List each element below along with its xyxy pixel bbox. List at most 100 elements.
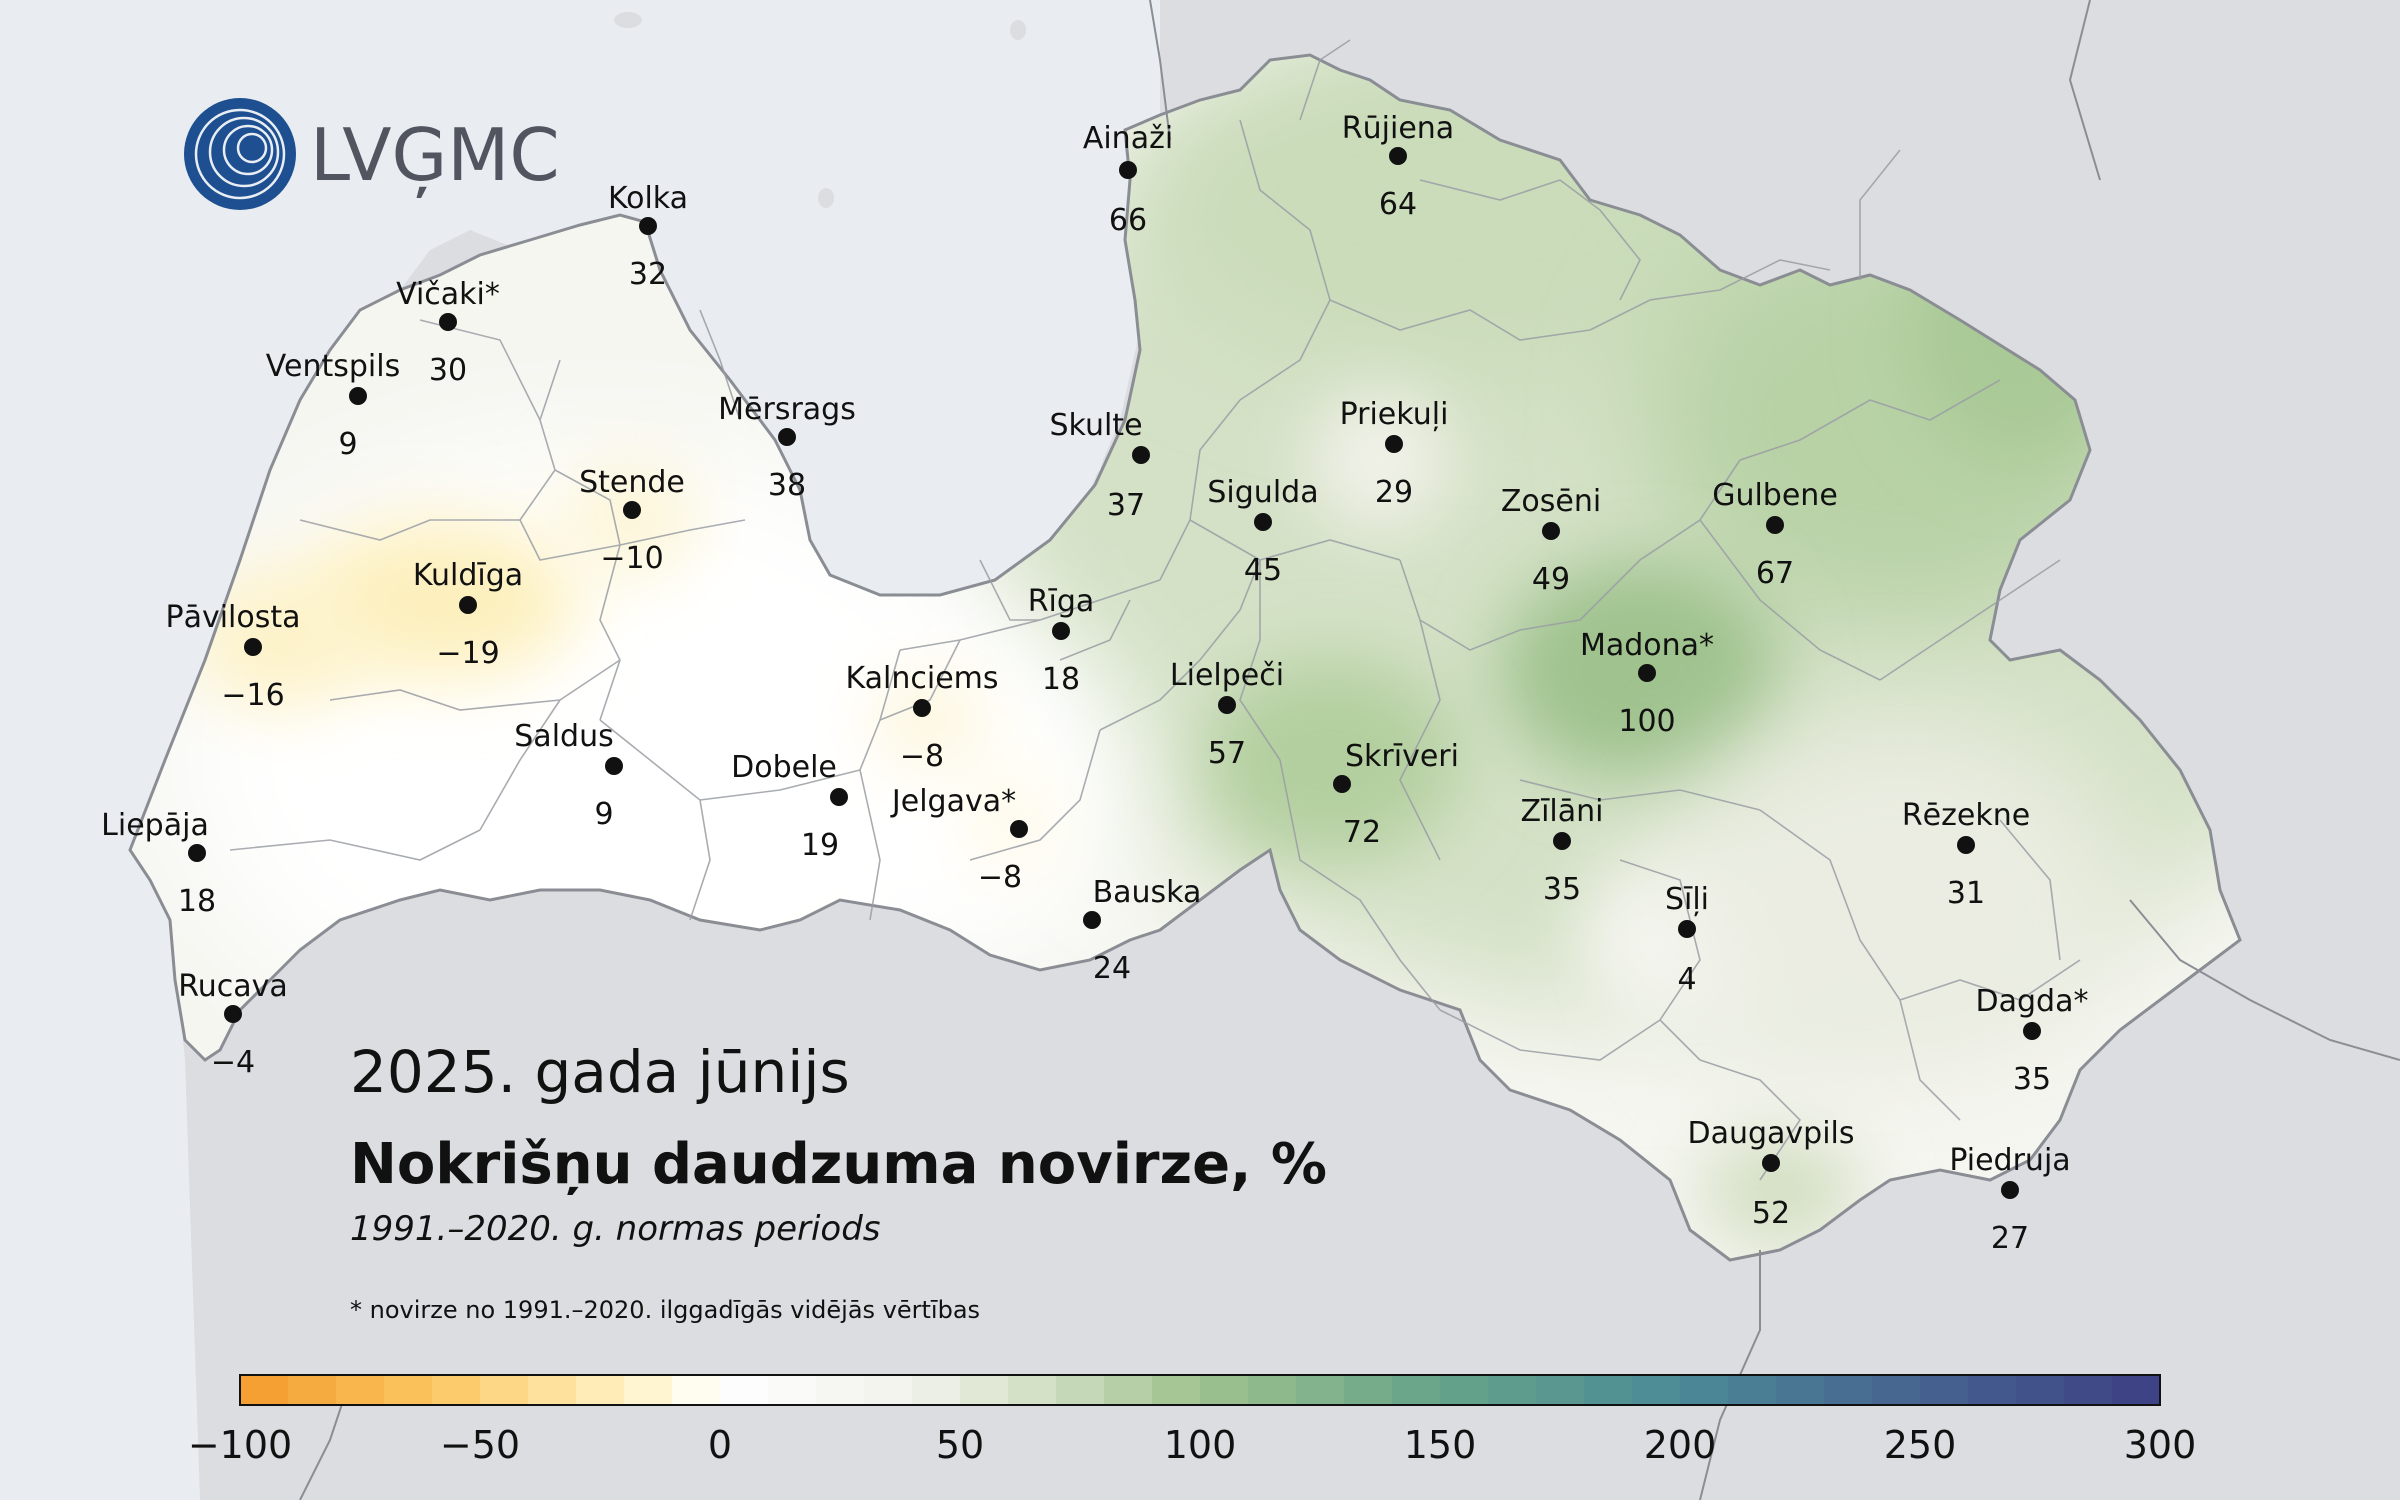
legend-cell: [432, 1375, 481, 1405]
station-value: 52: [1752, 1196, 1790, 1231]
station-value: −8: [978, 860, 1022, 895]
station-marker: Sīļi 4: [1665, 882, 1709, 997]
station-name: Skrīveri: [1345, 739, 1459, 774]
station-name: Kuldīga: [413, 558, 523, 593]
station-value: 31: [1947, 876, 1985, 911]
legend-tick-label: 250: [1884, 1423, 1957, 1467]
station-value: 19: [801, 828, 839, 863]
lvgmc-circles-logo-icon: [184, 98, 296, 210]
station-value: −10: [600, 541, 663, 576]
station-marker: Rēzekne 31: [1902, 798, 2030, 911]
station-marker: Vičaki* 30: [396, 277, 500, 388]
legend-cell: [2112, 1375, 2161, 1405]
station-dot: [1766, 516, 1784, 534]
station-dot: [2023, 1022, 2041, 1040]
legend-cell: [1728, 1375, 1777, 1405]
station-name: Bauska: [1093, 875, 1202, 910]
legend-cell: [912, 1375, 961, 1405]
legend-cell: [672, 1375, 721, 1405]
legend-cell: [864, 1375, 913, 1405]
color-legend: −100 −50 0 50 100 150 200 250 300: [188, 1374, 2197, 1467]
station-marker: Stende −10: [579, 465, 685, 576]
station-value: 9: [594, 797, 613, 832]
legend-tick-label: 100: [1164, 1423, 1237, 1467]
station-name: Pāvilosta: [165, 600, 300, 635]
station-name: Zosēni: [1501, 484, 1601, 519]
station-dot: [1010, 820, 1028, 838]
station-marker: Jelgava* −8: [890, 784, 1028, 895]
station-value: 67: [1756, 556, 1794, 591]
station-dot: [1132, 446, 1150, 464]
legend-cell: [624, 1375, 673, 1405]
station-value: 45: [1244, 553, 1282, 588]
station-marker: Ainaži 66: [1083, 121, 1173, 238]
station-dot: [1542, 522, 1560, 540]
station-marker: Dobele 19: [731, 750, 848, 863]
legend-cell: [1440, 1375, 1489, 1405]
station-value: −16: [221, 678, 284, 713]
legend-cell: [1632, 1375, 1681, 1405]
station-marker: Bauska 24: [1083, 875, 1201, 986]
station-name: Skulte: [1049, 408, 1142, 443]
station-dot: [1678, 920, 1696, 938]
station-name: Ventspils: [266, 349, 400, 384]
station-marker: Rucava −4: [178, 969, 288, 1080]
legend-cell: [1584, 1375, 1633, 1405]
legend-cell: [1824, 1375, 1873, 1405]
legend-tick-label: 150: [1404, 1423, 1477, 1467]
station-dot: [605, 757, 623, 775]
station-dot: [1553, 832, 1571, 850]
station-value: 35: [2013, 1062, 2051, 1097]
station-name: Sīļi: [1665, 882, 1709, 917]
station-value: 100: [1618, 704, 1675, 739]
legend-tick-label: 50: [936, 1423, 984, 1467]
station-name: Mērsrags: [718, 392, 856, 427]
station-name: Madona*: [1580, 628, 1714, 663]
station-marker: Dagda* 35: [1976, 984, 2089, 1097]
station-marker: Rīga 18: [1028, 584, 1095, 697]
station-dot: [1385, 435, 1403, 453]
station-marker: Skrīveri 72: [1333, 739, 1459, 850]
station-dot: [913, 699, 931, 717]
legend-tick-label: 300: [2124, 1423, 2197, 1467]
station-dot: [1762, 1154, 1780, 1172]
station-dot: [188, 844, 206, 862]
station-dot: [639, 217, 657, 235]
station-value: 24: [1093, 951, 1131, 986]
legend-cell: [1152, 1375, 1201, 1405]
station-marker: Gulbene 67: [1712, 478, 1838, 591]
station-dot: [349, 387, 367, 405]
station-marker: Priekuļi 29: [1340, 397, 1449, 510]
station-marker: Saldus 9: [514, 719, 623, 832]
legend-cell: [1344, 1375, 1393, 1405]
station-dot: [1218, 696, 1236, 714]
lvgmc-logo: LVĢMC: [184, 98, 560, 210]
legend-cell: [1680, 1375, 1729, 1405]
legend-cell: [816, 1375, 865, 1405]
legend-cell: [1536, 1375, 1585, 1405]
station-marker: Skulte 37: [1049, 408, 1150, 523]
station-value: 30: [429, 353, 467, 388]
station-dot: [1638, 664, 1656, 682]
legend-cell: [336, 1375, 385, 1405]
station-name: Rīga: [1028, 584, 1095, 619]
legend-cell: [1008, 1375, 1057, 1405]
title-subtitle: 1991.–2020. g. normas periods: [350, 1209, 881, 1249]
latvia-border: [128, 53, 2242, 1262]
legend-cell: [1488, 1375, 1537, 1405]
station-name: Dobele: [731, 750, 837, 785]
title-footnote: * novirze no 1991.–2020. ilggadīgās vidē…: [350, 1296, 980, 1324]
station-name: Vičaki*: [396, 277, 500, 312]
station-name: Daugavpils: [1687, 1116, 1854, 1151]
legend-cell: [1968, 1375, 2017, 1405]
station-name: Kolka: [608, 181, 688, 216]
station-dot: [1333, 775, 1351, 793]
legend-tick-label: −100: [188, 1423, 292, 1467]
station-value: 18: [1042, 662, 1080, 697]
station-name: Rēzekne: [1902, 798, 2030, 833]
station-value: 9: [338, 427, 357, 462]
station-marker: Ventspils 9: [266, 349, 400, 462]
legend-tick-label: 0: [708, 1423, 732, 1467]
station-dot: [439, 313, 457, 331]
station-name: Sigulda: [1207, 475, 1318, 510]
